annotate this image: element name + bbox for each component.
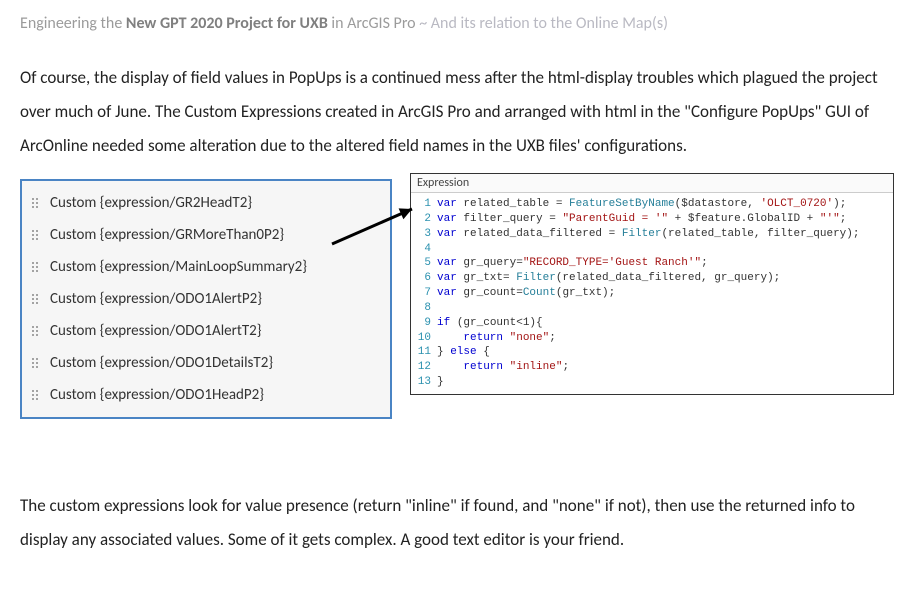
line-number: 11 <box>411 345 437 360</box>
figure-area: Custom {expression/GR2HeadT2} Custom {exp… <box>20 173 898 473</box>
line-code: return "none"; <box>437 331 893 346</box>
expression-list-item-label: Custom {expression/GRMoreThan0P2} <box>50 226 284 244</box>
drag-handle-icon[interactable] <box>32 390 40 400</box>
header-light: And its relation to the Online Map(s) <box>431 14 668 33</box>
drag-handle-icon[interactable] <box>32 294 40 304</box>
expression-list-item-label: Custom {expression/ODO1AlertT2} <box>50 322 262 340</box>
expression-list-item[interactable]: Custom {expression/ODO1DetailsT2} <box>22 347 390 379</box>
code-line: 1var related_table = FeatureSetByName($d… <box>411 197 893 212</box>
code-line: 6var gr_txt= Filter(related_data_filtere… <box>411 271 893 286</box>
paragraph-1: Of course, the display of field values i… <box>20 61 898 163</box>
drag-handle-icon[interactable] <box>32 326 40 336</box>
line-code: var related_data_filtered = Filter(relat… <box>437 227 893 242</box>
line-code: return "inline"; <box>437 360 893 375</box>
line-number: 3 <box>411 227 437 242</box>
code-line: 8 <box>411 301 893 316</box>
line-number: 1 <box>411 197 437 212</box>
line-number: 10 <box>411 331 437 346</box>
line-number: 5 <box>411 256 437 271</box>
header-bold: New GPT 2020 Project for UXB <box>126 14 328 33</box>
drag-handle-icon[interactable] <box>32 262 40 272</box>
code-line: 4 <box>411 242 893 257</box>
code-line: 7var gr_count=Count(gr_txt); <box>411 286 893 301</box>
drag-handle-icon[interactable] <box>32 198 40 208</box>
expression-list-item[interactable]: Custom {expression/GRMoreThan0P2} <box>22 219 390 251</box>
line-number: 12 <box>411 360 437 375</box>
paragraph-2: The custom expressions look for value pr… <box>20 489 898 557</box>
header-prefix: Engineering the <box>20 14 126 33</box>
expression-list-item[interactable]: Custom {expression/ODO1HeadP2} <box>22 379 390 411</box>
expression-list-item-label: Custom {expression/ODO1AlertP2} <box>50 290 262 308</box>
code-line: 12 return "inline"; <box>411 360 893 375</box>
line-number: 4 <box>411 242 437 257</box>
line-number: 9 <box>411 316 437 331</box>
code-line: 13} <box>411 375 893 390</box>
expression-list-item[interactable]: Custom {expression/ODO1AlertT2} <box>22 315 390 347</box>
expression-list-item-label: Custom {expression/GR2HeadT2} <box>50 194 252 212</box>
expression-list-item[interactable]: Custom {expression/GR2HeadT2} <box>22 187 390 219</box>
expression-editor-title: Expression <box>411 174 893 193</box>
line-code: var gr_count=Count(gr_txt); <box>437 286 893 301</box>
expression-list-item-label: Custom {expression/ODO1DetailsT2} <box>50 354 273 372</box>
line-number: 7 <box>411 286 437 301</box>
expression-list: Custom {expression/GR2HeadT2} Custom {exp… <box>20 179 392 419</box>
expression-list-item[interactable]: Custom {expression/ODO1AlertP2} <box>22 283 390 315</box>
page-header: Engineering the New GPT 2020 Project for… <box>20 14 898 33</box>
code-line: 2var filter_query = "ParentGuid = '" + $… <box>411 212 893 227</box>
line-number: 2 <box>411 212 437 227</box>
line-number: 13 <box>411 375 437 390</box>
page: Engineering the New GPT 2020 Project for… <box>0 0 918 587</box>
header-mid: in ArcGIS Pro <box>328 14 419 33</box>
line-number: 6 <box>411 271 437 286</box>
line-code: var filter_query = "ParentGuid = '" + $f… <box>437 212 893 227</box>
line-code: if (gr_count<1){ <box>437 316 893 331</box>
line-code: var gr_query="RECORD_TYPE='Guest Ranch'"… <box>437 256 893 271</box>
expression-list-item-label: Custom {expression/ODO1HeadP2} <box>50 386 264 404</box>
code-line: 11} else { <box>411 345 893 360</box>
expression-list-item-label: Custom {expression/MainLoopSummary2} <box>50 258 307 276</box>
line-code: var gr_txt= Filter(related_data_filtered… <box>437 271 893 286</box>
line-code: var related_table = FeatureSetByName($da… <box>437 197 893 212</box>
drag-handle-icon[interactable] <box>32 230 40 240</box>
header-tilde: ~ <box>419 14 431 33</box>
expression-code[interactable]: 1var related_table = FeatureSetByName($d… <box>411 193 893 394</box>
expression-list-item[interactable]: Custom {expression/MainLoopSummary2} <box>22 251 390 283</box>
line-code: } <box>437 375 893 390</box>
code-line: 5var gr_query="RECORD_TYPE='Guest Ranch'… <box>411 256 893 271</box>
expression-editor: Expression 1var related_table = FeatureS… <box>410 173 894 395</box>
code-line: 10 return "none"; <box>411 331 893 346</box>
line-code <box>437 242 893 257</box>
code-line: 9if (gr_count<1){ <box>411 316 893 331</box>
line-code: } else { <box>437 345 893 360</box>
line-number: 8 <box>411 301 437 316</box>
line-code <box>437 301 893 316</box>
code-line: 3var related_data_filtered = Filter(rela… <box>411 227 893 242</box>
drag-handle-icon[interactable] <box>32 358 40 368</box>
